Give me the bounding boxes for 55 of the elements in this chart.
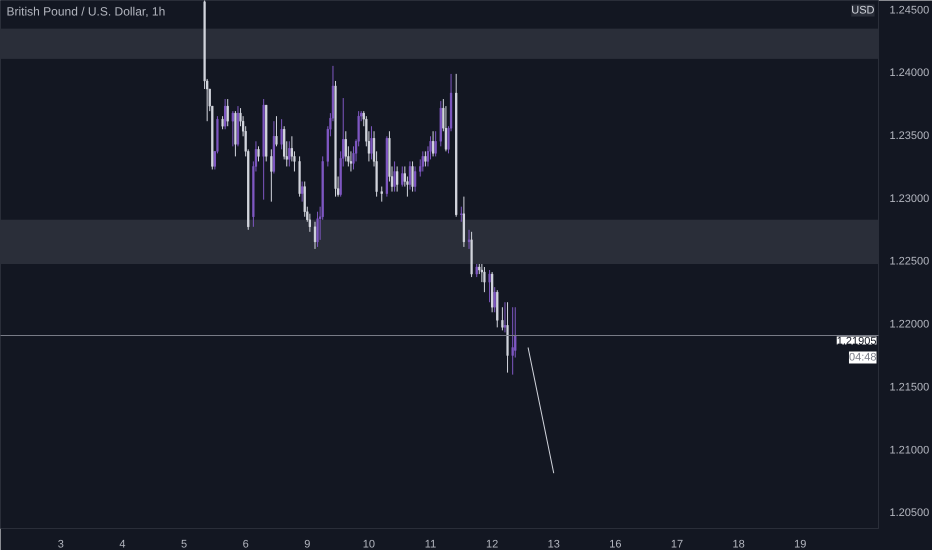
line-series bbox=[528, 346, 554, 474]
y-tick-label: 1.24000 bbox=[890, 67, 930, 80]
candlestick bbox=[488, 270, 491, 303]
x-tick-label: 6 bbox=[242, 538, 249, 550]
candlestick bbox=[504, 302, 506, 333]
y-tick-label: 1.24500 bbox=[890, 4, 930, 16]
candlestick bbox=[288, 140, 290, 167]
candlestick bbox=[370, 126, 373, 160]
x-tick-label: 10 bbox=[362, 538, 376, 550]
candlestick bbox=[401, 166, 404, 188]
y-tick-label: 1.22000 bbox=[890, 318, 930, 331]
y-tick-label: 1.22500 bbox=[890, 256, 930, 268]
candlestick bbox=[434, 130, 437, 157]
x-tick-label: 12 bbox=[486, 538, 498, 550]
x-tick-label: 17 bbox=[670, 538, 684, 550]
x-tick-label: 5 bbox=[181, 538, 188, 550]
candlestick bbox=[301, 181, 304, 202]
candlestick bbox=[226, 98, 229, 127]
y-tick-label: 1.20500 bbox=[890, 507, 930, 520]
candlestick bbox=[512, 306, 514, 376]
candlestick bbox=[411, 160, 414, 192]
x-tick-label: 4 bbox=[119, 538, 126, 550]
x-tick-label: 3 bbox=[58, 538, 64, 550]
candlestick bbox=[414, 166, 416, 192]
candlestick bbox=[270, 148, 272, 202]
x-tick-label: 19 bbox=[794, 538, 806, 550]
candlestick bbox=[393, 160, 396, 192]
candlestick bbox=[280, 118, 283, 150]
candlestick bbox=[494, 286, 496, 313]
candlestick bbox=[501, 306, 504, 331]
annotation: 04:48 bbox=[848, 352, 877, 364]
candlestick bbox=[460, 206, 462, 222]
y-tick-label: 1.21500 bbox=[890, 381, 930, 394]
ref-line-label: 1.21905 bbox=[836, 336, 877, 348]
candlestick bbox=[476, 263, 478, 278]
y-tick-label: 1.21000 bbox=[890, 444, 930, 456]
candlestick bbox=[483, 266, 486, 293]
candlestick bbox=[396, 166, 398, 192]
y-tick-label: 1.23000 bbox=[890, 192, 930, 205]
candlestick bbox=[432, 130, 434, 157]
x-tick-label: 13 bbox=[548, 538, 560, 550]
x-tick-label: 16 bbox=[609, 538, 622, 550]
x-tick-label: 9 bbox=[304, 538, 310, 550]
candlestick bbox=[468, 229, 470, 250]
x-tick-label: 11 bbox=[424, 538, 436, 550]
x-tick-label: 18 bbox=[732, 538, 745, 550]
candlestick bbox=[350, 150, 352, 172]
chart-title: British Pound / U.S. Dollar, 1h bbox=[6, 4, 166, 18]
candlestick bbox=[424, 150, 427, 167]
candlestick bbox=[221, 116, 224, 130]
y-tick-label: 1.23500 bbox=[890, 130, 930, 142]
candlestick bbox=[380, 186, 383, 202]
candlestick bbox=[232, 110, 234, 147]
annotation: USD bbox=[851, 4, 875, 16]
candlestick bbox=[224, 98, 226, 130]
